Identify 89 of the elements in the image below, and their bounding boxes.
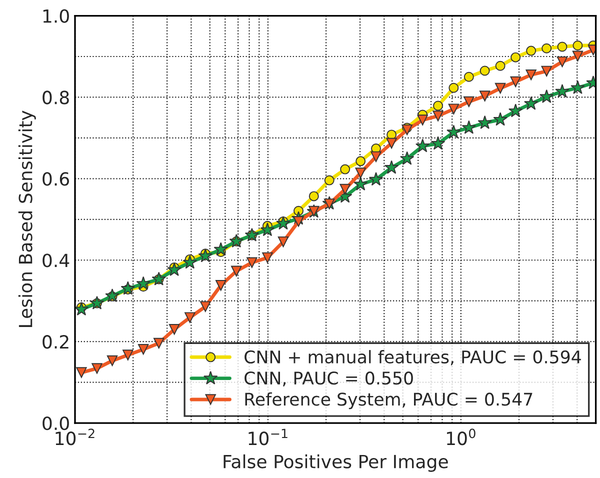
point: [542, 43, 552, 54]
point: [495, 60, 506, 71]
point: [105, 288, 120, 302]
point: [478, 115, 492, 129]
point: [494, 82, 506, 94]
point: [464, 72, 474, 82]
point: [92, 363, 102, 374]
point: [480, 66, 490, 76]
point: [262, 252, 273, 264]
point: [570, 80, 585, 94]
point: [400, 151, 414, 165]
point: [370, 151, 382, 162]
point: [572, 50, 584, 62]
point: [541, 66, 552, 77]
point: [462, 120, 476, 134]
point: [76, 367, 87, 378]
point: [260, 222, 275, 236]
point: [168, 324, 180, 335]
point: [386, 138, 397, 149]
point: [555, 84, 570, 98]
point: [430, 136, 446, 150]
point: [154, 338, 164, 349]
point: [324, 198, 335, 210]
legend-label: Reference System, PAUC = 0.547: [245, 392, 532, 410]
point: [167, 262, 182, 276]
point: [216, 280, 226, 291]
point: [340, 164, 350, 174]
point: [464, 96, 474, 108]
y-tick-label: 1.0: [43, 9, 69, 23]
point: [276, 216, 290, 230]
point: [152, 272, 166, 286]
point: [557, 42, 568, 52]
point: [136, 276, 150, 290]
point: [510, 76, 521, 88]
y-tick-label: 0.6: [42, 172, 70, 186]
point: [433, 100, 444, 111]
point: [368, 172, 384, 186]
x-tick-label: 10$^{−1}$: [248, 428, 288, 446]
point: [556, 56, 568, 68]
point: [308, 191, 319, 202]
point: [184, 312, 196, 323]
point: [340, 184, 350, 195]
point: [526, 69, 536, 80]
y-tick-label: 0.0: [42, 416, 69, 430]
point: [416, 138, 430, 152]
y-tick-label: 0.4: [42, 254, 70, 268]
point: [214, 242, 228, 256]
x-tick-label: 10$^{0}$: [447, 428, 476, 446]
point: [293, 216, 304, 227]
point: [448, 82, 459, 93]
point: [90, 296, 104, 310]
point: [106, 355, 118, 366]
point: [246, 257, 258, 268]
point: [417, 114, 428, 126]
point: [446, 124, 461, 138]
point: [402, 124, 412, 136]
point: [493, 112, 508, 126]
point: [278, 236, 289, 248]
point: [384, 160, 399, 174]
point: [229, 234, 244, 248]
point: [182, 255, 197, 269]
point: [244, 228, 260, 242]
point: [200, 301, 211, 312]
y-tick-label: 0.8: [42, 90, 69, 104]
point: [120, 281, 135, 295]
point: [432, 110, 444, 122]
legend-label: CNN + manual features, PAUC = 0.594: [244, 350, 581, 366]
point: [355, 168, 366, 178]
x-tick-label: 10$^{−2}$: [56, 428, 94, 446]
point: [524, 96, 538, 110]
y-axis-title: Lesion Based Sensitivity: [18, 110, 36, 327]
point: [231, 266, 242, 276]
point: [356, 156, 366, 166]
point: [479, 90, 490, 102]
point: [198, 248, 212, 262]
x-axis-title: False Positives Per Image: [224, 454, 448, 472]
point: [526, 46, 536, 56]
point: [448, 104, 460, 114]
point: [75, 302, 89, 316]
point: [510, 52, 521, 62]
point: [353, 176, 368, 190]
y-tick-label: 0.2: [42, 335, 68, 349]
point: [122, 350, 134, 360]
point: [572, 40, 583, 51]
legend-label: CNN, PAUC = 0.550: [244, 372, 413, 386]
point: [324, 175, 334, 186]
point: [508, 104, 523, 118]
point: [540, 89, 554, 103]
point: [138, 344, 149, 355]
